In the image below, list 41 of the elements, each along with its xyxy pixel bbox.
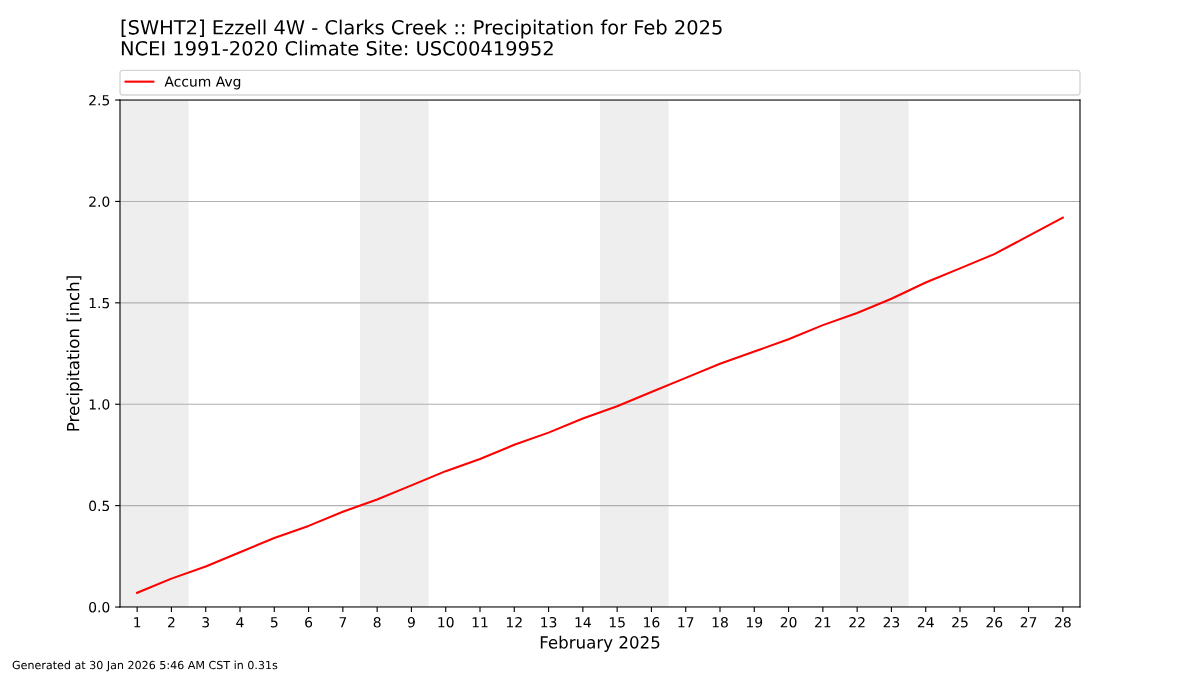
x-tick-label: 27 [1020, 616, 1037, 628]
y-tick-label: 2.0 [89, 196, 110, 207]
x-tick-label: 21 [815, 616, 831, 628]
x-tick-label: 5 [270, 617, 278, 628]
y-tick-label: 2.5 [89, 95, 110, 106]
x-tick-label: 1 [134, 617, 141, 628]
y-axis-title: Precipitation [inch] [66, 276, 83, 431]
x-tick-label: 20 [780, 616, 797, 628]
x-axis-title: February 2025 [540, 635, 660, 652]
chart-title: [SWHT2] Ezzell 4W - Clarks Creek :: Precipitation for Feb 2025 [121, 19, 722, 39]
x-tick-label: 13 [541, 616, 557, 628]
x-tick-label: 22 [849, 616, 865, 628]
x-tick-label: 28 [1055, 616, 1071, 628]
x-tick-label: 18 [712, 616, 728, 628]
x-tick-label: 8 [373, 616, 381, 628]
y-tick-label: 0.0 [89, 602, 110, 613]
line-series [136, 216, 1064, 594]
x-tick-label: 17 [678, 617, 694, 628]
y-tick-label: 1.0 [89, 399, 110, 410]
x-tick-label: 4 [236, 617, 244, 628]
x-tick-label: 26 [986, 616, 1003, 628]
chart-subtitle: NCEI 1991-2020 Climate Site: USC00419952 [121, 40, 553, 56]
x-tick-label: 24 [917, 616, 934, 628]
x-tick-label: 16 [644, 616, 660, 628]
x-tick-label: 14 [575, 617, 591, 628]
y-tick-label: 1.5 [89, 297, 110, 309]
y-tick-label: 0.5 [89, 500, 110, 512]
x-tick-label: 11 [472, 617, 488, 628]
x-tick-label: 19 [746, 616, 763, 628]
x-tick-label: 7 [339, 617, 347, 628]
x-tick-label: 6 [305, 616, 313, 628]
legend-label: Accum Avg [164, 76, 241, 90]
x-tick-label: 9 [407, 616, 415, 628]
text: Generated at 30 Jan 2026 5:46 AM CST in 0.31s [12, 660, 278, 672]
x-tick-label: 12 [506, 616, 522, 628]
x-tick-label: 23 [883, 616, 900, 628]
x-tick-label: 15 [609, 617, 625, 628]
x-tick-label: 25 [952, 616, 968, 628]
x-tick-label: 10 [438, 616, 454, 628]
x-tick-label: 2 [168, 616, 175, 628]
x-tick-label: 3 [202, 616, 210, 628]
